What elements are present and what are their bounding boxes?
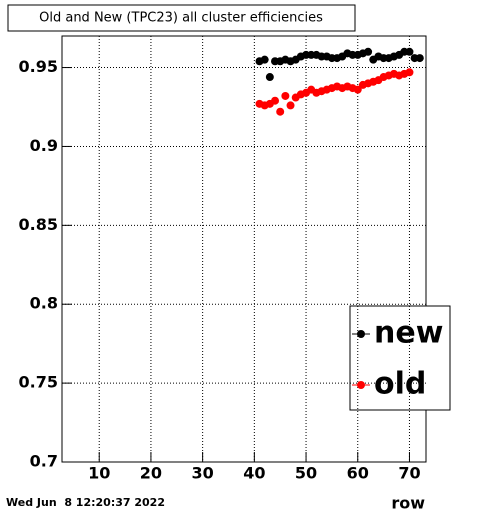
legend-marker (357, 381, 365, 389)
point (415, 54, 424, 63)
point (286, 101, 295, 110)
title-box (7, 4, 356, 32)
point (364, 47, 373, 56)
x-tick-label: 40 (243, 464, 265, 483)
y-tick-label: 0.75 (19, 373, 58, 392)
point (265, 73, 274, 82)
y-tick-label: 0.7 (30, 452, 58, 471)
y-tick-label: 0.85 (19, 215, 58, 234)
x-tick-label: 30 (192, 464, 214, 483)
point (353, 85, 362, 94)
y-tick-label: 0.95 (19, 57, 58, 76)
x-tick-label: 60 (347, 464, 369, 483)
chart-title: Old and New (TPC23) all cluster efficien… (39, 11, 323, 26)
timestamp: Wed Jun 8 12:20:37 2022 (6, 496, 165, 509)
plot-frame (61, 35, 427, 463)
y-tick-label: 0.9 (30, 136, 58, 155)
point (276, 107, 285, 116)
x-tick-label: 20 (140, 464, 162, 483)
legend-marker (357, 330, 365, 338)
legend-label: old (374, 367, 426, 402)
point (281, 91, 290, 100)
legend-label: new (374, 316, 443, 351)
x-axis-label: row (391, 494, 425, 513)
point (405, 47, 414, 56)
legend-box (349, 305, 451, 411)
point (271, 96, 280, 105)
point (405, 68, 414, 77)
x-tick-label: 70 (398, 464, 420, 483)
x-tick-label: 10 (88, 464, 110, 483)
x-tick-label: 50 (295, 464, 317, 483)
point (260, 55, 269, 64)
y-tick-label: 0.8 (30, 294, 58, 313)
